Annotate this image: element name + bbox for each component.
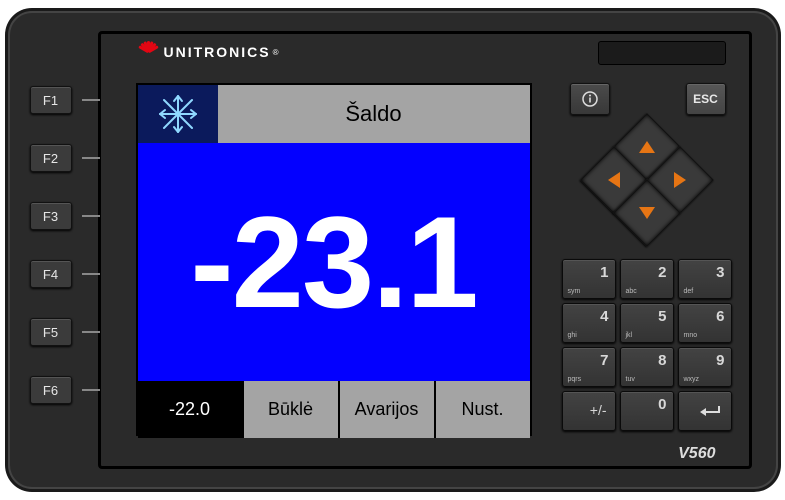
brand-logo: UNITRONICS ® bbox=[138, 41, 279, 63]
function-keys-column: F1 F2 F3 F4 F5 F6 bbox=[30, 86, 100, 404]
key-indicator-line bbox=[82, 389, 100, 391]
enter-icon bbox=[699, 404, 721, 418]
key-sign[interactable]: +/- bbox=[562, 391, 616, 431]
mode-icon-cell[interactable] bbox=[138, 85, 218, 143]
hmi-screen: Šaldo -23.1 -22.0 Būklė Avarijos Nust. bbox=[136, 83, 532, 436]
key-0[interactable]: 0 bbox=[620, 391, 674, 431]
snowflake-icon bbox=[156, 92, 200, 136]
aux-display bbox=[598, 41, 726, 65]
setpoint-cell[interactable]: -22.0 bbox=[138, 381, 244, 438]
f4-button[interactable]: F4 bbox=[30, 260, 72, 288]
softkey-alarms[interactable]: Avarijos bbox=[340, 381, 436, 438]
key-indicator-line bbox=[82, 99, 100, 101]
key-7[interactable]: 7pqrs bbox=[562, 347, 616, 387]
info-icon bbox=[581, 90, 599, 108]
arrow-left-icon bbox=[608, 172, 620, 188]
f1-button[interactable]: F1 bbox=[30, 86, 72, 114]
info-button[interactable] bbox=[570, 83, 610, 115]
softkey-settings[interactable]: Nust. bbox=[436, 381, 530, 438]
brand-registered: ® bbox=[273, 48, 279, 57]
key-9[interactable]: 9wxyz bbox=[678, 347, 732, 387]
temperature-value: -23.1 bbox=[190, 197, 476, 327]
f5-button[interactable]: F5 bbox=[30, 318, 72, 346]
plc-device-frame: UNITRONICS ® F1 F2 F3 F4 F5 F6 bbox=[8, 11, 778, 489]
numeric-keypad: 1sym 2abc 3def 4ghi 5jkl 6mno 7pqrs 8tuv… bbox=[562, 259, 732, 431]
key-3[interactable]: 3def bbox=[678, 259, 732, 299]
key-indicator-line bbox=[82, 157, 100, 159]
key-indicator-line bbox=[82, 215, 100, 217]
main-value-area: -23.1 bbox=[138, 143, 530, 381]
arrow-up-icon bbox=[639, 141, 655, 153]
brand-spokes-icon bbox=[138, 41, 160, 63]
key-6[interactable]: 6mno bbox=[678, 303, 732, 343]
softkey-row: -22.0 Būklė Avarijos Nust. bbox=[138, 381, 530, 438]
screen-title[interactable]: Šaldo bbox=[218, 85, 530, 143]
arrow-down-icon bbox=[639, 207, 655, 219]
key-enter[interactable] bbox=[678, 391, 732, 431]
model-label: V560 bbox=[678, 445, 715, 463]
key-5[interactable]: 5jkl bbox=[620, 303, 674, 343]
key-8[interactable]: 8tuv bbox=[620, 347, 674, 387]
softkey-status[interactable]: Būklė bbox=[244, 381, 340, 438]
key-4[interactable]: 4ghi bbox=[562, 303, 616, 343]
key-1[interactable]: 1sym bbox=[562, 259, 616, 299]
brand-name: UNITRONICS bbox=[164, 44, 271, 60]
dpad bbox=[588, 131, 706, 231]
esc-button[interactable]: ESC bbox=[686, 83, 726, 115]
f2-button[interactable]: F2 bbox=[30, 144, 72, 172]
key-indicator-line bbox=[82, 273, 100, 275]
arrow-right-icon bbox=[674, 172, 686, 188]
key-2[interactable]: 2abc bbox=[620, 259, 674, 299]
f3-button[interactable]: F3 bbox=[30, 202, 72, 230]
f6-button[interactable]: F6 bbox=[30, 376, 72, 404]
screen-header-row: Šaldo bbox=[138, 85, 530, 143]
key-indicator-line bbox=[82, 331, 100, 333]
